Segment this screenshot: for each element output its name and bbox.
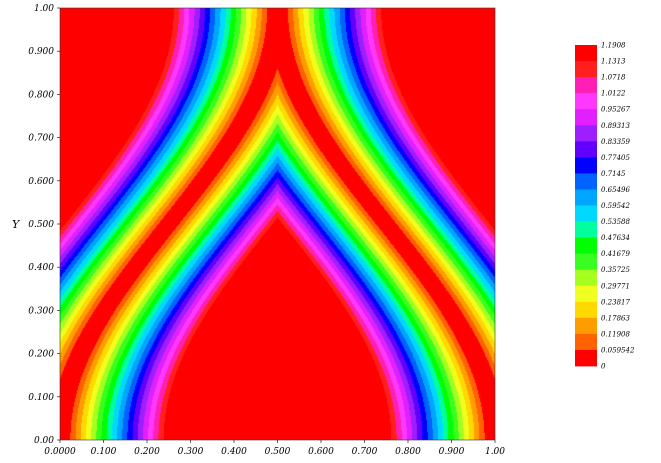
y-tick-label: 0.900	[28, 47, 54, 57]
y-tick-label: 0.300	[28, 306, 54, 316]
colorbar-level-label: 0.059542	[601, 346, 635, 354]
colorbar-swatch	[575, 109, 597, 126]
colorbar-swatch	[575, 333, 597, 351]
colorbar-level-label: 0.47634	[601, 234, 630, 242]
colorbar-swatch	[575, 237, 597, 255]
colorbar-level-label: 0.11908	[601, 330, 630, 338]
x-axis: 0.0000 0.100 0.200 0.300 0.400 0.500 0.600 0.70…	[44, 440, 505, 457]
x-tick-label: 0.200	[134, 447, 160, 457]
colorbar-swatch	[575, 125, 597, 142]
x-tick-label: 0.700	[352, 447, 378, 457]
y-axis: 0.00 0.100 0.200 0.300 0.400 0.500 0.600 0.700 0…	[28, 4, 60, 446]
colorbar-swatch	[575, 157, 597, 174]
colorbar-level-label: 0.23817	[601, 298, 630, 306]
y-tick-label: 0.100	[28, 393, 54, 403]
x-tick-label: 0.0000	[44, 447, 76, 457]
colorbar-level-label: 0.59542	[601, 202, 630, 210]
colorbar-swatch	[575, 45, 597, 62]
colorbar-level-label: 0	[601, 363, 606, 371]
x-tick-label: 1.00	[485, 447, 505, 457]
colorbar-swatch	[575, 205, 597, 222]
colorbar-swatch	[575, 141, 597, 158]
colorbar-swatch	[575, 253, 597, 271]
colorbar-level-label: 0.65496	[601, 186, 630, 194]
colorbar-level-label: 0.77405	[601, 154, 630, 162]
y-tick-label: 0.800	[28, 90, 54, 100]
y-axis-title: Y	[12, 218, 21, 231]
y-tick-label: 0.00	[34, 436, 54, 446]
colorbar-swatch	[575, 301, 597, 319]
colorbar-level-label: 1.0122	[601, 90, 626, 98]
y-tick-label: 1.00	[34, 4, 54, 14]
y-tick-label: 0.600	[28, 177, 54, 187]
x-tick-label: 0.900	[439, 447, 465, 457]
colorbar-swatch	[575, 189, 597, 206]
colorbar-swatch	[575, 77, 597, 94]
colorbar-level-label: 1.1313	[601, 58, 626, 66]
colorbar-level-label: 1.0718	[601, 74, 626, 82]
colorbar-swatch	[575, 349, 597, 367]
x-tick-label: 0.500	[265, 447, 291, 457]
colorbar-level-label: 0.53588	[601, 218, 630, 226]
y-tick-label: 0.200	[28, 350, 54, 360]
y-tick-label: 0.700	[28, 134, 54, 144]
x-tick-label: 0.800	[395, 447, 421, 457]
colorbar-level-label: 0.29771	[601, 282, 630, 290]
colorbar-level-label: 0.89313	[601, 122, 630, 130]
colorbar-legend: 1.1908 1.1313 1.0718 1.0122 0.95267 0.89313 0.…	[575, 42, 635, 371]
colorbar-swatch	[575, 285, 597, 303]
y-tick-label: 0.500	[28, 220, 54, 230]
contour-field-image	[60, 8, 495, 440]
y-tick-label: 0.400	[28, 263, 54, 273]
x-tick-label: 0.600	[308, 447, 334, 457]
colorbar-swatch	[575, 173, 597, 190]
colorbar-level-label: 0.17863	[601, 314, 630, 322]
colorbar-level-label: 0.41679	[601, 250, 630, 258]
x-tick-label: 0.400	[221, 447, 247, 457]
colorbar-level-label: 0.95267	[601, 106, 630, 114]
colorbar-swatch	[575, 221, 597, 238]
colorbar-swatch	[575, 61, 597, 78]
colorbar-swatch	[575, 269, 597, 287]
colorbar-swatch	[575, 93, 597, 110]
colorbar-level-label: 1.1908	[601, 42, 626, 50]
colorbar-level-label: 0.83359	[601, 138, 630, 146]
contour-field	[60, 8, 495, 440]
x-tick-label: 0.100	[91, 447, 117, 457]
colorbar-swatch	[575, 317, 597, 335]
colorbar-level-label: 0.35725	[601, 266, 630, 274]
colorbar-level-label: 0.7145	[601, 170, 626, 178]
x-tick-label: 0.300	[178, 447, 204, 457]
